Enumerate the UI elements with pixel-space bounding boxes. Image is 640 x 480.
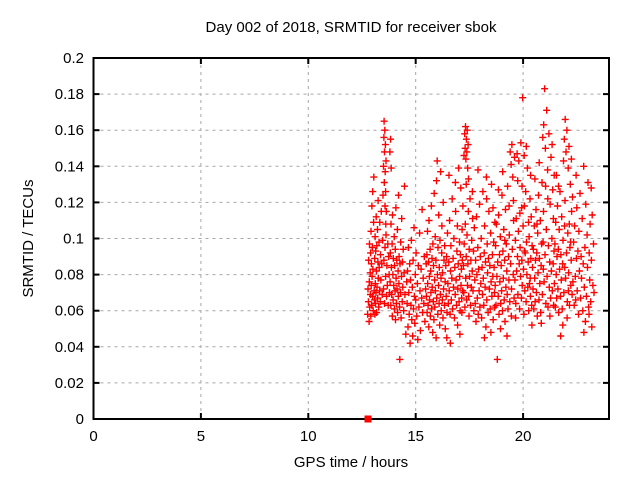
y-tick-label: 0.1 <box>63 231 84 248</box>
x-tick-label: 20 <box>515 428 532 445</box>
y-tick-label: 0.06 <box>55 303 84 320</box>
y-tick-label: 0.02 <box>55 375 84 392</box>
chart-title: Day 002 of 2018, SRMTID for receiver sbo… <box>206 19 497 36</box>
data-points-layer <box>364 85 598 423</box>
x-tick-label: 0 <box>89 428 97 445</box>
tick-layer <box>92 57 609 420</box>
x-tick-label: 10 <box>300 428 317 445</box>
y-axis-label: SRMTID / TECUs <box>20 179 37 297</box>
y-tick-label: 0.18 <box>55 86 84 103</box>
y-tick-label: 0.12 <box>55 194 84 211</box>
y-tick-label: 0.16 <box>55 122 84 139</box>
tick-label-layer: 0 5 10 15 20 0 0.02 0.04 0.06 0.08 0.1 0.12 0.14 0.16… <box>55 50 532 445</box>
data-point-square <box>364 415 372 423</box>
y-tick-label: 0.2 <box>63 50 84 67</box>
x-axis-label: GPS time / hours <box>294 454 408 471</box>
y-tick-label: 0 <box>76 411 84 428</box>
y-tick-label: 0.14 <box>55 158 84 175</box>
data-points-plus <box>364 85 598 363</box>
x-tick-label: 5 <box>197 428 205 445</box>
grid-layer <box>93 58 609 419</box>
y-tick-label: 0.04 <box>55 339 84 356</box>
y-tick-label: 0.08 <box>55 267 84 284</box>
x-tick-label: 15 <box>407 428 424 445</box>
